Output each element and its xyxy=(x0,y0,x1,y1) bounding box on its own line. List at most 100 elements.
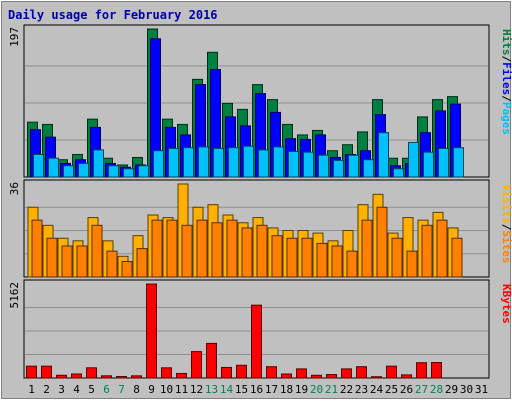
series-kbytes xyxy=(26,283,442,379)
bar-kbytes-day-24 xyxy=(371,376,382,379)
bar-kbytes-day-8 xyxy=(131,375,142,379)
bar-pages-day-1 xyxy=(33,153,44,178)
bar-sites-day-1 xyxy=(31,219,43,278)
bar-kbytes-day-19 xyxy=(296,368,307,379)
legend-item: Hits xyxy=(500,29,512,56)
bar-sites-day-4 xyxy=(76,245,88,278)
x-tick-label-day-10: 10 xyxy=(160,383,173,396)
bar-kbytes-day-13 xyxy=(206,342,217,379)
bar-sites-day-22 xyxy=(346,250,358,278)
bar-kbytes-day-17 xyxy=(266,366,277,379)
bar-pages-day-28 xyxy=(438,147,449,178)
bar-sites-day-27 xyxy=(421,224,433,278)
bar-sites-day-21 xyxy=(331,245,343,278)
x-tick-label-day-21: 21 xyxy=(325,383,338,396)
x-tick-label-day-8: 8 xyxy=(133,383,140,396)
bar-kbytes-day-7 xyxy=(116,376,127,379)
legend-item: KBytes xyxy=(500,284,512,324)
bar-sites-day-3 xyxy=(61,245,73,278)
bar-pages-day-24 xyxy=(378,132,389,178)
x-tick-label-day-6: 6 xyxy=(103,383,110,396)
bar-pages-day-18 xyxy=(288,150,299,178)
x-tick-label-day-15: 15 xyxy=(235,383,248,396)
bar-kbytes-day-9 xyxy=(146,283,157,379)
x-tick-label-day-19: 19 xyxy=(295,383,308,396)
x-tick-label-day-29: 29 xyxy=(445,383,458,396)
bar-pages-day-2 xyxy=(48,157,59,178)
bar-kbytes-day-26 xyxy=(401,374,412,379)
bar-pages-day-12 xyxy=(198,146,209,178)
x-tick-label-day-3: 3 xyxy=(58,383,65,396)
bar-pages-day-26 xyxy=(408,141,419,178)
bar-pages-day-29 xyxy=(453,147,464,178)
bar-pages-day-23 xyxy=(363,159,374,178)
x-tick-label-day-28: 28 xyxy=(430,383,443,396)
bar-pages-day-4 xyxy=(78,162,89,178)
x-tick-label-day-17: 17 xyxy=(265,383,278,396)
bar-kbytes-day-14 xyxy=(221,366,232,379)
x-tick-label-day-25: 25 xyxy=(385,383,398,396)
bar-kbytes-day-21 xyxy=(326,374,337,379)
bar-sites-day-15 xyxy=(241,227,253,278)
x-tick-label-day-26: 26 xyxy=(400,383,413,396)
bar-sites-day-16 xyxy=(256,224,268,278)
bar-pages-day-20 xyxy=(318,154,329,178)
legend-kbytes: KBytes xyxy=(500,284,512,324)
bar-pages-day-5 xyxy=(93,149,104,178)
bar-pages-day-14 xyxy=(228,147,239,178)
bar-sites-day-26 xyxy=(406,250,418,278)
y-axis-max-labels: 197 36 5162 xyxy=(8,27,21,309)
bar-sites-day-28 xyxy=(436,219,448,278)
bar-sites-day-29 xyxy=(451,237,463,278)
x-tick-label-day-16: 16 xyxy=(250,383,263,396)
x-tick-label-day-1: 1 xyxy=(28,383,35,396)
bar-pages-day-15 xyxy=(243,145,254,178)
bar-kbytes-day-10 xyxy=(161,367,172,379)
bar-sites-day-20 xyxy=(316,242,328,278)
bar-sites-day-8 xyxy=(136,248,148,278)
bar-pages-day-16 xyxy=(258,149,269,178)
bar-sites-day-13 xyxy=(211,222,223,278)
panel-hits_files_pages xyxy=(23,24,490,178)
bar-pages-day-7 xyxy=(123,168,134,178)
bar-pages-day-27 xyxy=(423,151,434,178)
y-max-label-kbytes: 5162 xyxy=(8,282,21,309)
bar-sites-day-11 xyxy=(181,224,193,278)
bar-pages-day-17 xyxy=(273,146,284,178)
bar-kbytes-day-5 xyxy=(86,367,97,379)
bar-pages-day-19 xyxy=(303,151,314,178)
x-tick-label-day-13: 13 xyxy=(205,383,218,396)
bar-kbytes-day-27 xyxy=(416,362,427,379)
legend-item: Visits xyxy=(500,184,512,224)
bar-sites-day-24 xyxy=(376,206,388,278)
x-tick-label-day-2: 2 xyxy=(43,383,50,396)
series-pages xyxy=(33,132,464,178)
bar-sites-day-12 xyxy=(196,219,208,278)
x-tick-label-day-4: 4 xyxy=(73,383,80,396)
bar-pages-day-8 xyxy=(138,165,149,178)
series-sites xyxy=(31,206,463,278)
bar-sites-day-9 xyxy=(151,219,163,278)
legend-item: Pages xyxy=(500,102,512,135)
x-tick-label-day-20: 20 xyxy=(310,383,323,396)
x-axis-day-labels: 1 2 3 4 5 6 7 8 9 10 11 12 13 14 15 16 17 18 19 20 21 22 23 24 2… xyxy=(28,383,488,396)
legend-item: Files xyxy=(500,62,512,95)
x-tick-label-day-24: 24 xyxy=(370,383,384,396)
x-tick-label-day-7: 7 xyxy=(118,383,125,396)
bar-kbytes-day-6 xyxy=(101,375,112,379)
bar-sites-day-14 xyxy=(226,219,238,278)
x-tick-label-day-5: 5 xyxy=(88,383,95,396)
legend-hits_files_pages: Hits/Files/Pages xyxy=(500,29,512,135)
x-tick-label-day-9: 9 xyxy=(148,383,155,396)
bar-sites-day-5 xyxy=(91,224,103,278)
bar-kbytes-day-23 xyxy=(356,366,367,379)
bar-kbytes-day-25 xyxy=(386,365,397,379)
bar-kbytes-day-4 xyxy=(71,373,82,379)
bar-pages-day-21 xyxy=(333,159,344,178)
bar-sites-day-2 xyxy=(46,237,58,278)
x-tick-label-day-30: 30 xyxy=(460,383,473,396)
frame-border-dark xyxy=(1,1,511,399)
